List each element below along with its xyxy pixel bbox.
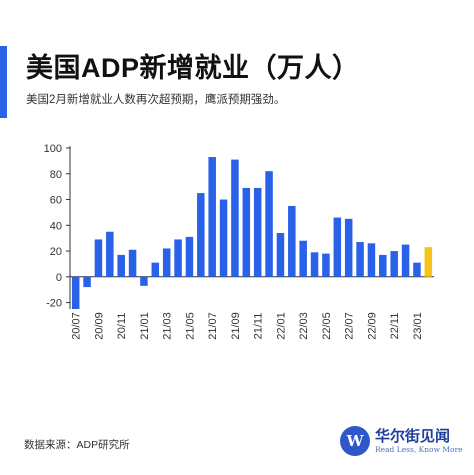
- x-tick-label: 23/01: [412, 312, 424, 340]
- x-tick-label: 20/09: [93, 312, 105, 340]
- bar: [344, 218, 353, 277]
- bar: [322, 253, 330, 277]
- bar: [253, 187, 262, 277]
- brand-block: W 华尔街见闻 Read Less, Know More: [340, 422, 466, 458]
- bar: [83, 276, 91, 288]
- bar-highlight: [424, 247, 433, 277]
- bar: [140, 276, 148, 286]
- bar: [288, 205, 296, 277]
- brand-name: 华尔街见闻: [375, 427, 451, 445]
- chart-title: 美国ADP新增就业（万人）: [26, 53, 360, 83]
- brand-logo-icon: W: [340, 426, 370, 456]
- data-source-note: 数据来源：ADP研究所: [24, 439, 130, 451]
- x-tick-label: 21/09: [230, 312, 242, 340]
- x-tick-label: 21/05: [184, 312, 196, 340]
- bar: [401, 244, 410, 277]
- bar: [265, 171, 273, 277]
- x-tick-label: 22/09: [366, 312, 378, 340]
- bar: [106, 231, 114, 277]
- bar: [356, 242, 364, 277]
- bar: [94, 239, 103, 277]
- bar: [174, 239, 182, 277]
- bar: [231, 159, 239, 277]
- x-tick-label: 22/11: [389, 313, 401, 340]
- x-tick-label: 22/01: [275, 312, 287, 340]
- y-tick-label: 20: [50, 246, 62, 258]
- x-tick-label: 20/11: [116, 313, 128, 340]
- bar-chart: -20 0 20 40 60 80 100 20/07 20/09 20/11 21/01 21/03…: [44, 143, 434, 340]
- title-accent-bar: [0, 46, 7, 118]
- bar: [71, 276, 80, 309]
- bar: [197, 193, 205, 277]
- bar: [185, 236, 194, 277]
- y-tick-label: 60: [50, 195, 62, 207]
- y-tick-label: 0: [56, 272, 62, 284]
- x-tick-label: 21/01: [139, 312, 151, 340]
- bar: [117, 254, 125, 277]
- x-tick-label: 22/07: [344, 312, 356, 340]
- bar: [219, 199, 228, 277]
- bar: [333, 217, 342, 277]
- x-tick-label: 21/11: [253, 313, 265, 340]
- bar: [310, 252, 319, 277]
- y-tick-label: -20: [46, 298, 62, 310]
- bar: [208, 157, 216, 277]
- y-tick-label: 80: [50, 169, 62, 181]
- bar: [162, 248, 171, 277]
- bar: [390, 251, 398, 277]
- x-tick-label: 21/03: [162, 312, 174, 340]
- bar: [276, 233, 285, 277]
- bar: [379, 254, 387, 277]
- bar: [242, 187, 251, 277]
- x-tick-label: 22/05: [321, 312, 333, 340]
- bar: [299, 240, 307, 277]
- bar: [151, 262, 160, 277]
- x-tick-label: 20/07: [71, 312, 83, 340]
- x-tick-label: 21/07: [207, 312, 219, 340]
- chart-subtitle: 美国2月新增就业人数再次超预期，鹰派预期强劲。: [26, 94, 286, 106]
- bar: [413, 262, 421, 277]
- bar: [128, 249, 137, 277]
- x-tick-label: 22/03: [298, 312, 310, 340]
- brand-slogan: Read Less, Know More: [375, 445, 463, 454]
- bar: [367, 243, 376, 277]
- y-tick-label: 100: [44, 143, 62, 155]
- y-tick-label: 40: [50, 220, 62, 232]
